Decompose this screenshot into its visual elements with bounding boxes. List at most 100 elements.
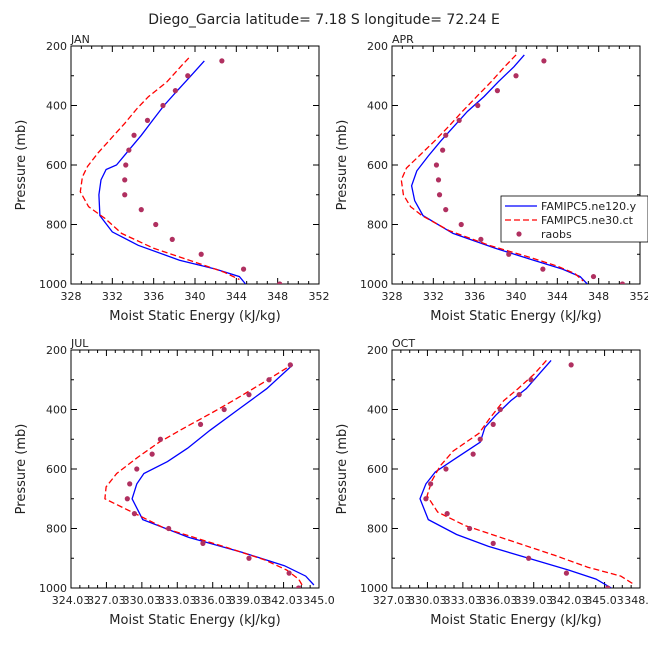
obs-point: [458, 221, 464, 228]
obs-point: [266, 377, 272, 383]
plot-data: [79, 57, 283, 284]
x-tick-label: 327.03: [373, 594, 412, 607]
legend-box: [500, 195, 648, 243]
x-tick-label: 352: [309, 290, 330, 303]
obs-point: [444, 511, 450, 517]
x-tick-label: 332: [102, 290, 123, 303]
obs-point: [157, 436, 163, 442]
obs-point: [198, 251, 204, 257]
series-line-famipc5-ne120-y: [419, 359, 612, 588]
y-tick-label: 600: [367, 463, 388, 476]
obs-point: [590, 273, 597, 280]
plot-frame: [70, 45, 320, 285]
x-tick-label: 345.03: [585, 594, 624, 607]
legend-label: FAMIPC5.ne30.ct: [541, 214, 634, 227]
series-line-famipc5-ne30-ct: [79, 57, 240, 281]
panel-oct: OCT327.03330.03333.03336.03339.03342.033…: [335, 337, 648, 628]
obs-point: [528, 377, 534, 383]
obs-point: [200, 540, 206, 546]
obs-point: [475, 102, 481, 109]
obs-point: [185, 73, 191, 79]
series-line-famipc5-ne30-ct: [426, 359, 636, 586]
obs-point: [153, 221, 159, 228]
obs-point: [443, 132, 449, 138]
x-tick-label: 333.03: [158, 594, 197, 607]
obs-point: [134, 466, 140, 472]
x-tick-label: 342.03: [264, 594, 303, 607]
plot-data: [104, 362, 315, 588]
x-tick-label: 339.03: [229, 594, 268, 607]
obs-point: [494, 88, 500, 94]
x-tick-label: 336.03: [479, 594, 518, 607]
obs-point: [440, 147, 446, 153]
x-axis-label: Moist Static Energy (kJ/kg): [430, 613, 601, 628]
y-tick-label: 200: [46, 40, 67, 53]
obs-point: [131, 132, 137, 138]
obs-point: [516, 392, 522, 398]
obs-point: [477, 436, 483, 442]
obs-point: [568, 362, 574, 368]
y-tick-label: 200: [367, 344, 388, 357]
obs-point: [123, 162, 129, 168]
x-tick-label: 328: [382, 290, 403, 303]
y-tick-label: 600: [367, 159, 388, 172]
panel-apr: APR 328 332 336 340 344 348 352 200 400 600 800 1000…: [335, 33, 648, 324]
obs-point: [563, 570, 570, 576]
y-tick-label: 200: [367, 40, 388, 53]
y-axis-label: Pressure (mb): [335, 120, 350, 211]
obs-point: [122, 192, 128, 198]
y-tick-label: 1000: [360, 278, 388, 291]
y-tick-label: 800: [367, 219, 388, 232]
obs-point: [443, 207, 449, 213]
y-axis-label: Pressure (mb): [14, 424, 29, 515]
obs-point: [497, 406, 503, 413]
obs-point: [166, 525, 172, 532]
x-tick-label: 327.03: [87, 594, 126, 607]
x-tick-label: 348.0: [624, 594, 648, 607]
obs-point: [428, 481, 434, 487]
panel-title: OCT: [392, 337, 415, 350]
x-tick-label: 339.03: [514, 594, 553, 607]
panel-jul: JUL324.03327.03330.03333.03336.03339.033…: [14, 337, 335, 628]
plot-frame: [70, 349, 320, 589]
y-tick-label: 600: [46, 463, 67, 476]
x-tick-label: 344: [226, 290, 247, 303]
obs-point: [443, 466, 449, 472]
obs-point: [286, 570, 292, 576]
y-tick-label: 800: [367, 523, 388, 536]
obs-point: [126, 147, 132, 153]
x-tick-label: 344: [547, 290, 568, 303]
y-tick-label: 1000: [39, 278, 67, 291]
series-line-famipc5-ne120-y: [131, 364, 315, 586]
obs-point: [149, 451, 155, 457]
x-axis-label: Moist Static Energy (kJ/kg): [109, 309, 280, 324]
obs-point: [513, 73, 519, 79]
y-tick-label: 400: [46, 100, 67, 113]
obs-point: [122, 177, 128, 183]
y-tick-label: 200: [46, 344, 67, 357]
x-tick-label: 332: [423, 290, 444, 303]
y-tick-label: 1000: [360, 582, 388, 595]
y-tick-label: 1000: [39, 582, 67, 595]
plot-data: [400, 54, 626, 284]
x-axis-label: Moist Static Energy (kJ/kg): [109, 613, 280, 628]
obs-point: [456, 117, 462, 123]
plot-frame: [391, 45, 641, 285]
obs-point: [295, 585, 302, 588]
obs-point: [221, 406, 227, 413]
obs-point: [144, 117, 151, 123]
obs-point: [540, 266, 546, 272]
panel-title: JUL: [70, 337, 89, 350]
y-axis-label: Pressure (mb): [335, 424, 350, 515]
obs-point: [619, 281, 626, 284]
obs-point: [423, 496, 429, 502]
x-tick-label: 336.03: [193, 594, 232, 607]
obs-point: [246, 392, 252, 398]
legend-marker-obs: [516, 231, 522, 237]
x-axis-label: Moist Static Energy (kJ/kg): [430, 309, 601, 324]
obs-point: [240, 266, 247, 272]
series-line-famipc5-ne120-y: [410, 54, 588, 284]
x-tick-label: 330.03: [123, 594, 162, 607]
y-tick-label: 400: [367, 404, 388, 417]
